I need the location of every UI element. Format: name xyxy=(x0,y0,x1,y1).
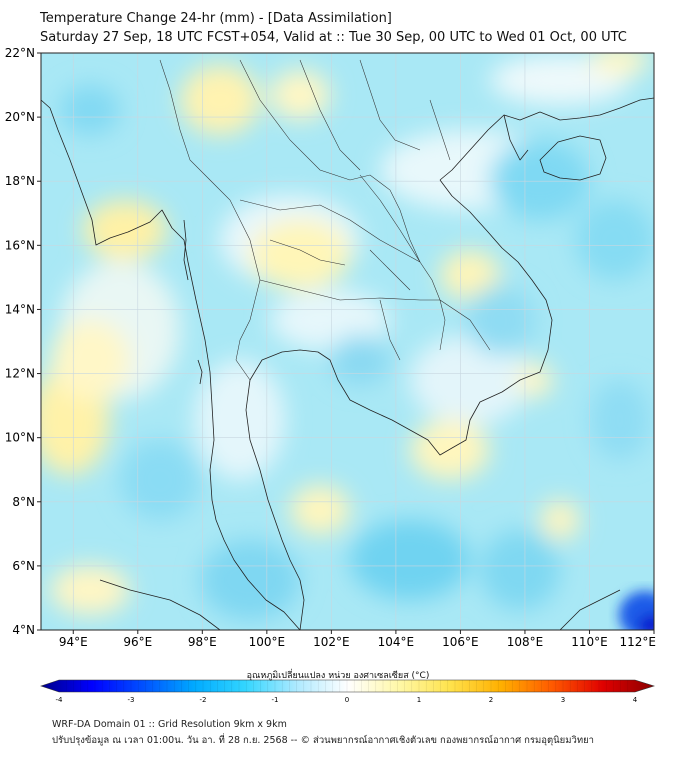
map-gridlines xyxy=(41,53,654,630)
chart-title: Temperature Change 24-hr (mm) - [Data As… xyxy=(40,11,392,26)
lat-tick-label: 12°N xyxy=(5,367,35,381)
lat-tick-label: 4°N xyxy=(12,623,35,637)
lon-tick-label: 110°E xyxy=(571,635,608,649)
lon-tick-label: 96°E xyxy=(123,635,152,649)
colorbar-tick-label: -4 xyxy=(56,696,64,704)
lat-tick-label: 18°N xyxy=(5,174,35,188)
colorbar: -4 -3 -2 -1 0 1 2 3 4 xyxy=(40,679,655,704)
lon-tick-label: 100°E xyxy=(249,635,286,649)
lon-tick-label: 108°E xyxy=(507,635,544,649)
footer-grid-info: WRF-DA Domain 01 :: Grid Resolution 9km … xyxy=(52,719,287,730)
colorbar-tick-label: -2 xyxy=(200,696,207,704)
colorbar-ticks: -4 -3 -2 -1 0 1 2 3 4 xyxy=(56,680,638,704)
country-province-borders xyxy=(159,59,491,381)
lat-tick-label: 6°N xyxy=(12,559,35,573)
lat-tick-label: 16°N xyxy=(5,238,35,252)
lat-tick-label: 20°N xyxy=(5,110,35,124)
colorbar-tick-label: -1 xyxy=(272,696,279,704)
lon-tick-label: 106°E xyxy=(442,635,479,649)
colorbar-tick-label: 2 xyxy=(489,696,493,704)
lon-tick-label: 104°E xyxy=(378,635,415,649)
chart-subtitle: Saturday 27 Sep, 18 UTC FCST+054, Valid … xyxy=(40,30,627,45)
longitude-ticks: 94°E 96°E 98°E 100°E 102°E 104°E 106°E 108°E 110… xyxy=(59,630,656,649)
lon-tick-label: 102°E xyxy=(313,635,350,649)
latitude-ticks: 4°N 6°N 8°N 10°N 12°N 14°N 16°N 18°N 20°N 22°N xyxy=(5,46,41,637)
temperature-change-field xyxy=(41,53,654,630)
map-frame xyxy=(40,52,655,631)
lat-tick-label: 10°N xyxy=(5,431,35,445)
lon-tick-label: 112°E xyxy=(620,635,657,649)
lat-tick-label: 8°N xyxy=(12,495,35,509)
coastline-and-borders xyxy=(41,97,654,630)
colorbar-tick-label: -3 xyxy=(128,696,135,704)
colorbar-tick-label: 4 xyxy=(633,696,638,704)
colorbar-title: อุณหภูมิเปลี่ยนแปลง หน่วย องศาเซลเซียส (… xyxy=(246,671,430,681)
lon-tick-label: 94°E xyxy=(59,635,88,649)
footer-credit: ปรับปรุงข้อมูล ณ เวลา 01:00น. วัน อา. ที… xyxy=(52,735,594,746)
colorbar-tick-label: 3 xyxy=(561,696,565,704)
colorbar-tick-label: 0 xyxy=(345,696,349,704)
lat-tick-label: 14°N xyxy=(5,302,35,316)
lat-tick-label: 22°N xyxy=(5,46,35,60)
lon-tick-label: 98°E xyxy=(188,635,217,649)
colorbar-tick-label: 1 xyxy=(417,696,421,704)
